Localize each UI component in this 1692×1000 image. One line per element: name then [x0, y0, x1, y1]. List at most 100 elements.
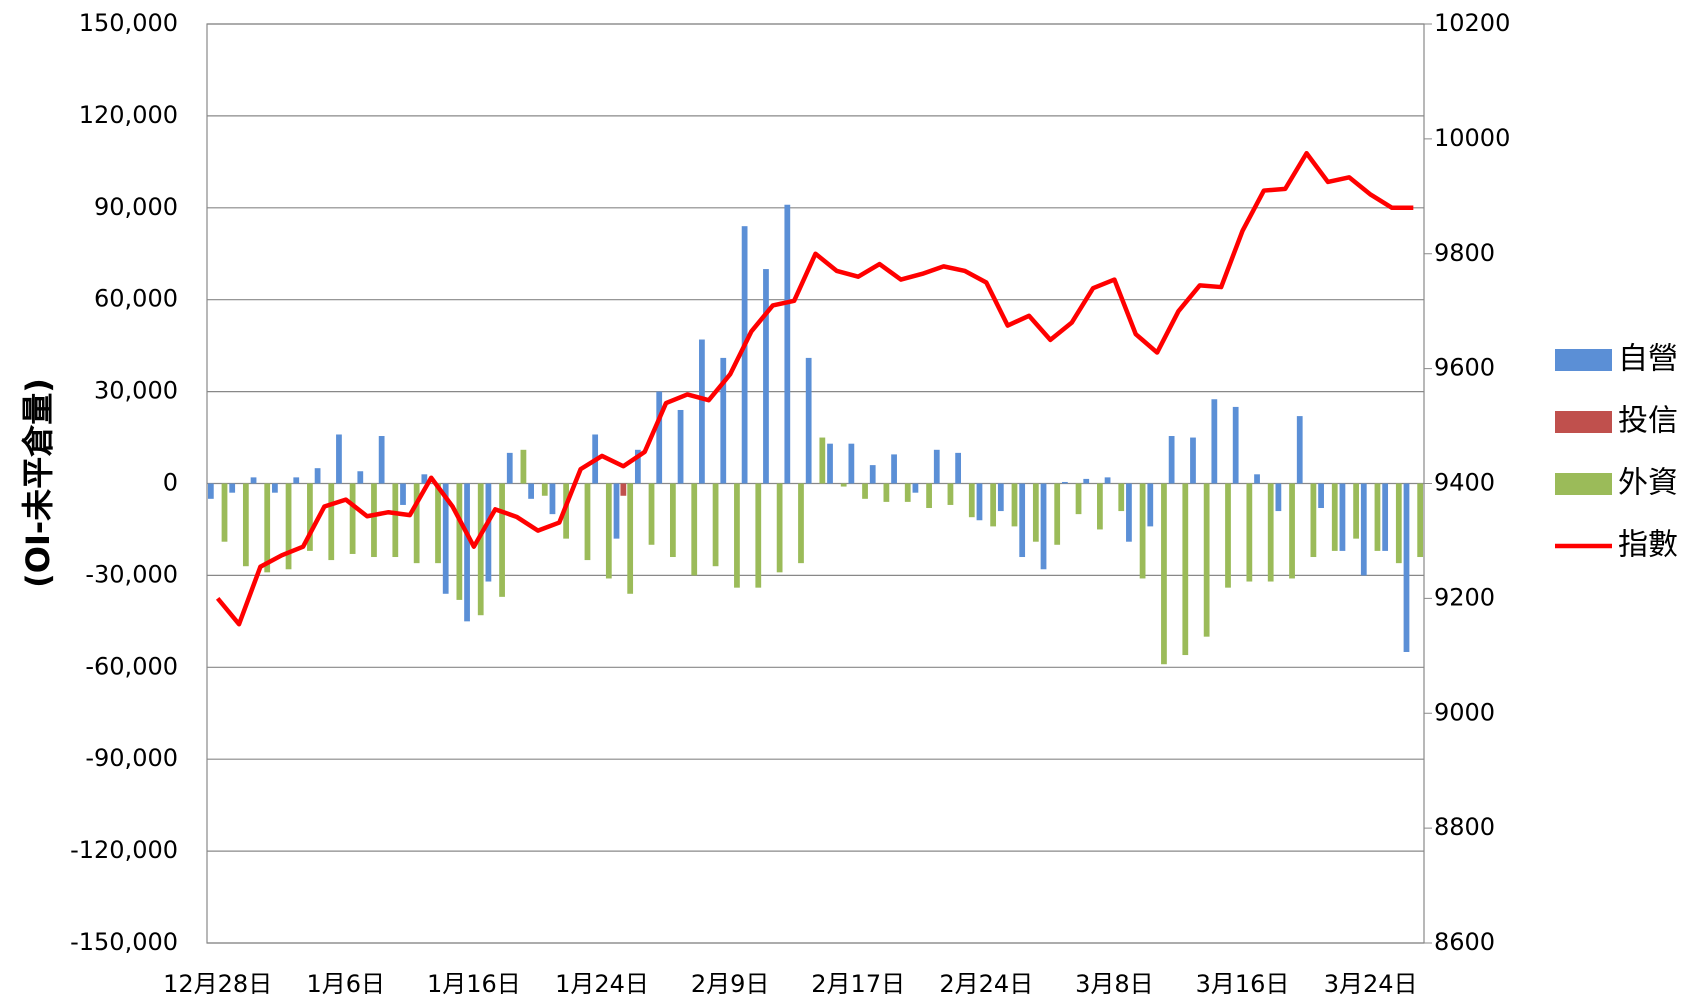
y-tick-label: 0 — [163, 469, 178, 497]
y-tick-label: -120,000 — [70, 836, 178, 864]
bar — [1061, 481, 1068, 484]
bar — [229, 483, 236, 493]
bar — [1296, 416, 1303, 484]
bar — [712, 483, 719, 567]
x-tick-label: 3月16日 — [1196, 970, 1290, 998]
bar — [442, 483, 449, 594]
bar — [634, 449, 641, 484]
x-tick-label: 3月24日 — [1324, 970, 1418, 998]
bar — [976, 483, 983, 521]
legend-label: 投信 — [1618, 404, 1678, 439]
bar — [207, 483, 214, 499]
y-tick-label: -150,000 — [70, 928, 178, 956]
bar — [1139, 483, 1146, 579]
bar — [378, 436, 385, 484]
bar — [1360, 483, 1367, 576]
x-tick-label: 1月16日 — [427, 970, 521, 998]
bar — [1211, 399, 1218, 484]
bar — [1032, 483, 1039, 542]
bar — [699, 339, 705, 484]
bar — [755, 483, 762, 588]
bar — [349, 483, 356, 554]
x-tick-label: 2月24日 — [939, 970, 1033, 998]
bar — [584, 483, 591, 561]
bar — [869, 465, 876, 484]
legend-label: 自營 — [1618, 342, 1678, 377]
y2-tick-label: 9400 — [1434, 469, 1495, 497]
y-tick-label: -60,000 — [85, 652, 178, 680]
bar — [371, 483, 377, 558]
bar — [997, 483, 1004, 512]
bar — [541, 483, 548, 496]
x-tick-label: 1月6日 — [307, 970, 386, 998]
y2-tick-label: 9000 — [1434, 698, 1495, 726]
y-tick-label: 150,000 — [79, 9, 178, 37]
y-tick-label: 30,000 — [94, 377, 178, 405]
bar — [250, 477, 257, 484]
y2-tick-label: 8600 — [1434, 928, 1495, 956]
bar — [520, 449, 527, 484]
y2-tick-label: 10200 — [1434, 9, 1510, 37]
bar — [1289, 483, 1295, 579]
bar — [691, 483, 698, 576]
bar — [1054, 483, 1061, 545]
bar — [1097, 483, 1103, 530]
bar — [955, 452, 962, 484]
bar — [293, 477, 300, 484]
bar — [904, 483, 911, 502]
bar — [648, 483, 655, 545]
legend-swatch — [1555, 349, 1612, 371]
bar — [549, 483, 556, 515]
bar — [1417, 483, 1424, 558]
bar — [968, 483, 975, 518]
bar — [798, 483, 804, 564]
bar — [272, 483, 278, 493]
legend-label: 指數 — [1618, 528, 1678, 563]
bar — [1040, 483, 1047, 570]
bar — [1182, 483, 1189, 656]
y-tick-label: 120,000 — [79, 101, 178, 129]
x-tick-label: 12月28日 — [163, 970, 272, 998]
bar — [1395, 483, 1402, 564]
x-tick-label: 2月17日 — [811, 970, 905, 998]
x-tick-label: 3月8日 — [1075, 970, 1154, 998]
bar — [677, 409, 684, 484]
y-tick-label: -30,000 — [85, 560, 178, 588]
bar — [669, 483, 676, 558]
bar — [776, 483, 783, 573]
bar — [862, 483, 868, 499]
bar — [264, 483, 271, 573]
bar — [1011, 483, 1018, 527]
bar — [1246, 483, 1253, 582]
bar — [1374, 483, 1381, 551]
bar — [242, 483, 249, 567]
bar — [1203, 483, 1210, 637]
bar — [926, 483, 932, 509]
bar — [485, 483, 492, 582]
bar — [1382, 483, 1389, 551]
bar — [413, 483, 420, 564]
y2-tick-label: 9800 — [1434, 239, 1495, 267]
bar — [1190, 437, 1196, 484]
bar — [1310, 483, 1317, 558]
bar — [1126, 483, 1132, 542]
y-tick-label: 90,000 — [94, 193, 178, 221]
bar — [805, 357, 812, 484]
bar — [620, 483, 627, 496]
x-tick-label: 1月24日 — [555, 970, 649, 998]
bar — [357, 471, 364, 484]
bar — [285, 483, 292, 570]
bar — [605, 483, 612, 579]
bar — [912, 483, 919, 493]
y-tick-label: 60,000 — [94, 285, 178, 313]
bar — [400, 483, 406, 505]
bar — [947, 483, 954, 505]
bar — [1083, 478, 1090, 484]
bar — [1403, 483, 1410, 652]
bar — [1019, 483, 1026, 558]
y-axis-title: (OI-未平倉量) — [19, 378, 57, 588]
bar — [656, 391, 663, 484]
bar — [506, 452, 513, 484]
bar — [763, 269, 769, 484]
plot-border — [206, 23, 1425, 944]
